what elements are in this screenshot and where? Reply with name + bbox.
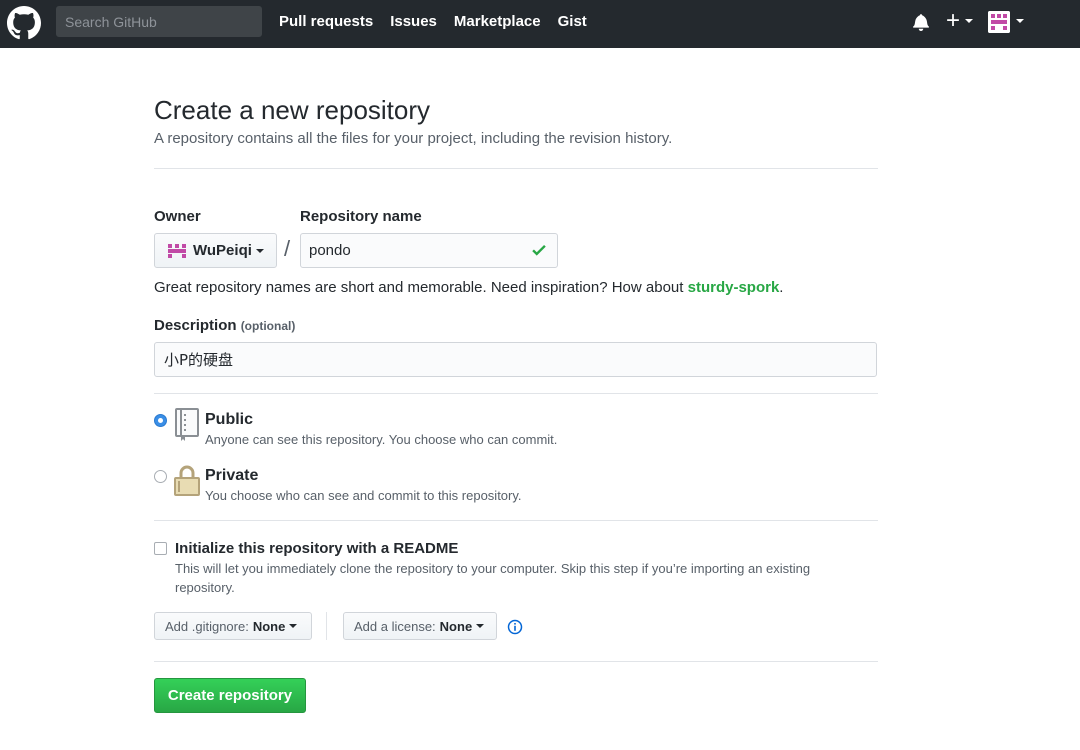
description-label: Description (optional) — [154, 317, 295, 334]
readme-checkbox[interactable] — [154, 542, 167, 555]
top-header: Pull requests Issues Marketplace Gist + — [0, 0, 1080, 48]
check-icon — [532, 244, 546, 256]
divider — [154, 168, 878, 169]
gitignore-value: None — [252, 618, 286, 634]
hint-end: . — [779, 279, 784, 296]
divider — [154, 520, 878, 521]
gitignore-label: Add .gitignore: — [165, 618, 249, 634]
avatar-caret-icon[interactable] — [1016, 19, 1024, 23]
hint-text: Great repository names are short and mem… — [154, 279, 688, 296]
page-title: Create a new repository — [154, 95, 431, 125]
page-subtitle: A repository contains all the files for … — [154, 130, 673, 147]
path-separator: / — [284, 236, 291, 261]
optional-tag: (optional) — [240, 319, 296, 333]
github-logo-icon[interactable] — [7, 6, 41, 40]
chevron-down-icon — [255, 248, 264, 253]
readme-title: Initialize this repository with a README — [175, 540, 459, 557]
nav-issues[interactable]: Issues — [390, 13, 437, 30]
description-label-text: Description — [154, 317, 237, 334]
avatar[interactable] — [988, 11, 1010, 33]
license-label: Add a license: — [354, 618, 436, 634]
owner-select[interactable]: WuPeiqi — [154, 233, 277, 268]
search-input[interactable] — [56, 6, 262, 37]
owner-avatar — [168, 243, 186, 258]
plus-icon[interactable]: + — [946, 7, 961, 34]
main-nav: Pull requests Issues Marketplace Gist — [279, 12, 587, 32]
readme-desc: This will let you immediately clone the … — [175, 561, 811, 595]
nav-marketplace[interactable]: Marketplace — [453, 13, 541, 30]
public-desc: Anyone can see this repository. You choo… — [205, 432, 558, 447]
plus-caret-icon[interactable] — [965, 19, 973, 23]
repo-name-hint: Great repository names are short and mem… — [154, 279, 783, 296]
divider — [154, 393, 878, 394]
info-icon[interactable] — [507, 619, 523, 635]
owner-label: Owner — [154, 208, 201, 225]
name-suggestion-link[interactable]: sturdy-spork — [687, 279, 780, 296]
divider — [154, 661, 878, 662]
nav-gist[interactable]: Gist — [557, 13, 587, 30]
repo-icon — [175, 408, 199, 441]
private-title: Private — [205, 467, 259, 484]
chevron-down-icon — [289, 624, 298, 628]
private-desc: You choose who can see and commit to thi… — [205, 488, 522, 503]
gitignore-select[interactable]: Add .gitignore: None — [154, 612, 312, 640]
private-radio[interactable] — [154, 470, 167, 483]
license-select[interactable]: Add a license: None — [343, 612, 497, 640]
owner-name: WuPeiqi — [193, 242, 252, 259]
repo-name-label: Repository name — [300, 208, 422, 225]
repo-name-input[interactable] — [300, 233, 558, 268]
nav-pull-requests[interactable]: Pull requests — [279, 13, 374, 30]
public-title: Public — [205, 411, 254, 428]
public-radio[interactable] — [154, 414, 167, 427]
chevron-down-icon — [476, 624, 485, 628]
vertical-divider — [326, 612, 327, 640]
create-repository-button[interactable]: Create repository — [154, 678, 306, 713]
description-input[interactable] — [154, 342, 877, 377]
lock-icon — [174, 465, 200, 496]
license-value: None — [439, 618, 473, 634]
bell-icon[interactable] — [912, 13, 930, 31]
